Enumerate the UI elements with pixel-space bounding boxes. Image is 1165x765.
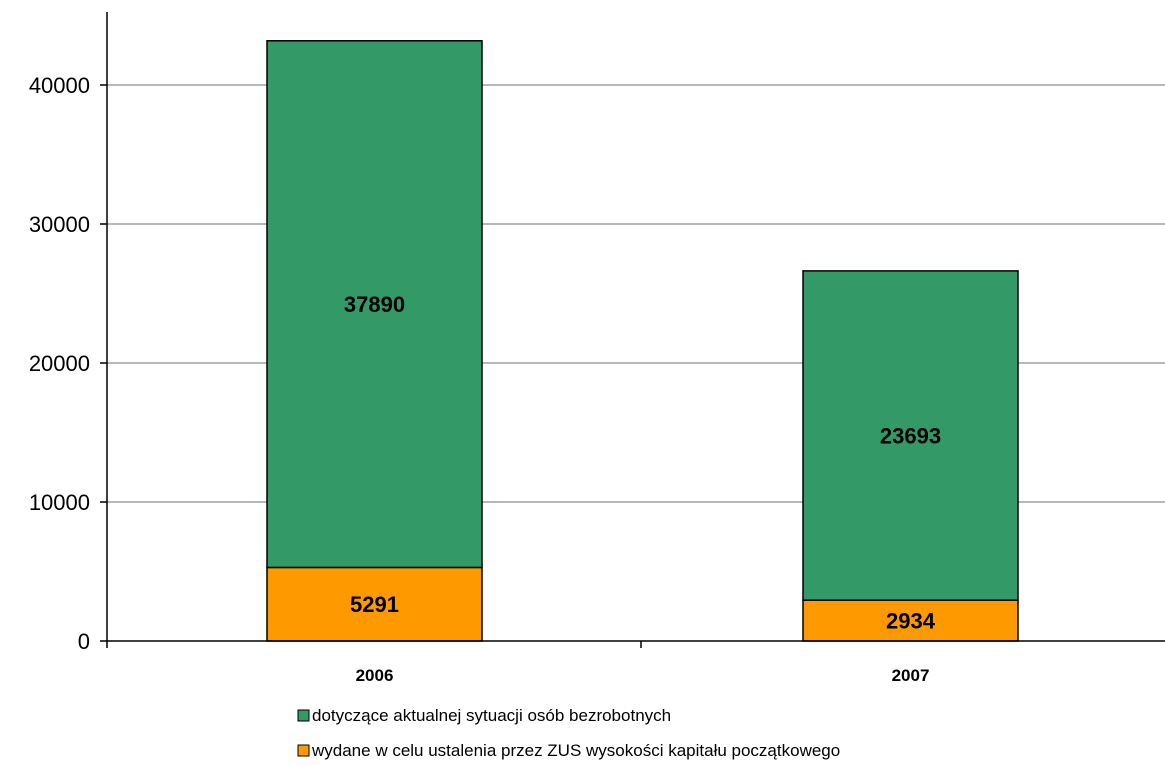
axes: 0 10000 20000 30000 40000 2006 2007	[29, 12, 1165, 685]
y-tick-label: 40000	[29, 73, 90, 98]
legend: dotyczące aktualnej sytuacji osób bezrob…	[297, 706, 840, 760]
data-label: 23693	[880, 424, 941, 449]
x-tick-label: 2006	[356, 666, 394, 685]
legend-label: wydane w celu ustalenia przez ZUS wysoko…	[311, 741, 840, 760]
bar-segment	[266, 566, 483, 642]
data-labels: 5291 37890 2934 23693	[344, 292, 941, 633]
data-label: 2934	[886, 609, 936, 634]
bars	[266, 40, 1019, 642]
y-tick-label: 0	[78, 629, 90, 654]
data-label: 5291	[350, 592, 399, 617]
data-label: 37890	[344, 292, 405, 317]
legend-label: dotyczące aktualnej sytuacji osób bezrob…	[312, 706, 671, 725]
x-tick-label: 2007	[892, 666, 930, 685]
bar-segment	[266, 40, 483, 569]
y-tick-label: 10000	[29, 490, 90, 515]
legend-swatch	[297, 709, 310, 722]
y-tick-label: 30000	[29, 212, 90, 237]
bar-segment	[802, 270, 1019, 601]
y-tick-label: 20000	[29, 351, 90, 376]
legend-swatch	[297, 744, 310, 757]
